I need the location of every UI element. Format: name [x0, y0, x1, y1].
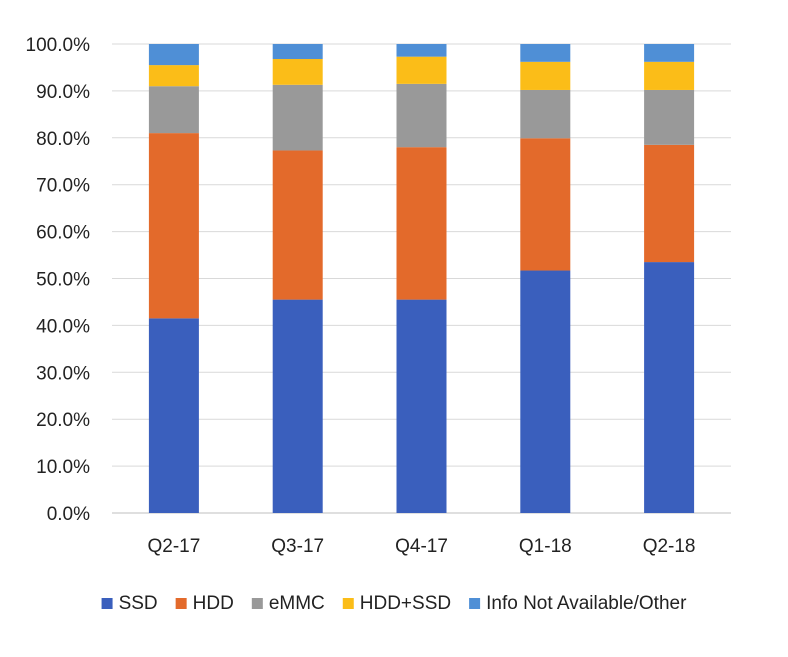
legend-label-hdd: HDD	[193, 593, 234, 614]
legend-swatch-info-not-available-other	[469, 598, 481, 609]
y-tick-label-2: 20.0%	[36, 410, 90, 431]
bar-emmc-q1-18	[520, 89, 571, 139]
bar-ssd-q2-17	[148, 318, 199, 513]
bar-info-not-available-other-q2-17	[148, 44, 199, 66]
y-tick-label-3: 30.0%	[36, 363, 90, 384]
bar-ssd-q1-18	[520, 270, 571, 513]
bar-emmc-q4-17	[396, 83, 447, 148]
bar-hdd-ssd-q4-17	[396, 56, 447, 84]
y-tick-label-5: 50.0%	[36, 270, 90, 291]
legend-swatch-hdd-ssd	[342, 598, 354, 609]
x-tick-label-0: Q2-17	[147, 536, 200, 557]
y-tick-label-10: 100.0%	[26, 35, 91, 56]
y-tick-label-1: 10.0%	[36, 457, 90, 478]
x-tick-label-2: Q4-17	[395, 536, 448, 557]
bar-emmc-q3-17	[272, 84, 323, 151]
bar-info-not-available-other-q4-17	[396, 44, 447, 57]
bar-info-not-available-other-q1-18	[520, 44, 571, 62]
y-tick-label-7: 70.0%	[36, 176, 90, 197]
legend-swatch-emmc	[251, 598, 263, 609]
bar-emmc-q2-17	[148, 86, 199, 134]
y-tick-label-8: 80.0%	[36, 129, 90, 150]
x-tick-label-3: Q1-18	[519, 536, 572, 557]
legend-label-ssd: SSD	[119, 593, 158, 614]
bar-hdd-q1-18	[520, 138, 571, 271]
bar-ssd-q4-17	[396, 299, 447, 513]
legend-label-info-not-available-other: Info Not Available/Other	[486, 593, 687, 614]
x-tick-label-4: Q2-18	[643, 536, 696, 557]
y-tick-label-4: 40.0%	[36, 316, 90, 337]
legend-swatch-ssd	[101, 598, 113, 609]
bar-hdd-q2-17	[148, 133, 199, 319]
legend-swatch-hdd	[175, 598, 187, 609]
bar-ssd-q2-18	[644, 262, 695, 513]
bar-emmc-q2-18	[644, 89, 695, 145]
bar-info-not-available-other-q3-17	[272, 44, 323, 60]
bar-hdd-ssd-q2-18	[644, 61, 695, 90]
legend-label-emmc: eMMC	[269, 593, 325, 614]
bar-hdd-q3-17	[272, 150, 323, 300]
y-tick-label-0: 0.0%	[47, 504, 90, 525]
y-tick-label-9: 90.0%	[36, 82, 90, 103]
bar-ssd-q3-17	[272, 299, 323, 513]
bar-hdd-q2-18	[644, 144, 695, 263]
y-tick-label-6: 60.0%	[36, 223, 90, 244]
legend-label-hdd-ssd: HDD+SSD	[360, 593, 451, 614]
bar-hdd-ssd-q3-17	[272, 59, 323, 85]
bar-hdd-q4-17	[396, 147, 447, 300]
bar-info-not-available-other-q2-18	[644, 44, 695, 62]
bar-hdd-ssd-q2-17	[148, 65, 199, 87]
x-tick-label-1: Q3-17	[271, 536, 324, 557]
bar-hdd-ssd-q1-18	[520, 61, 571, 90]
